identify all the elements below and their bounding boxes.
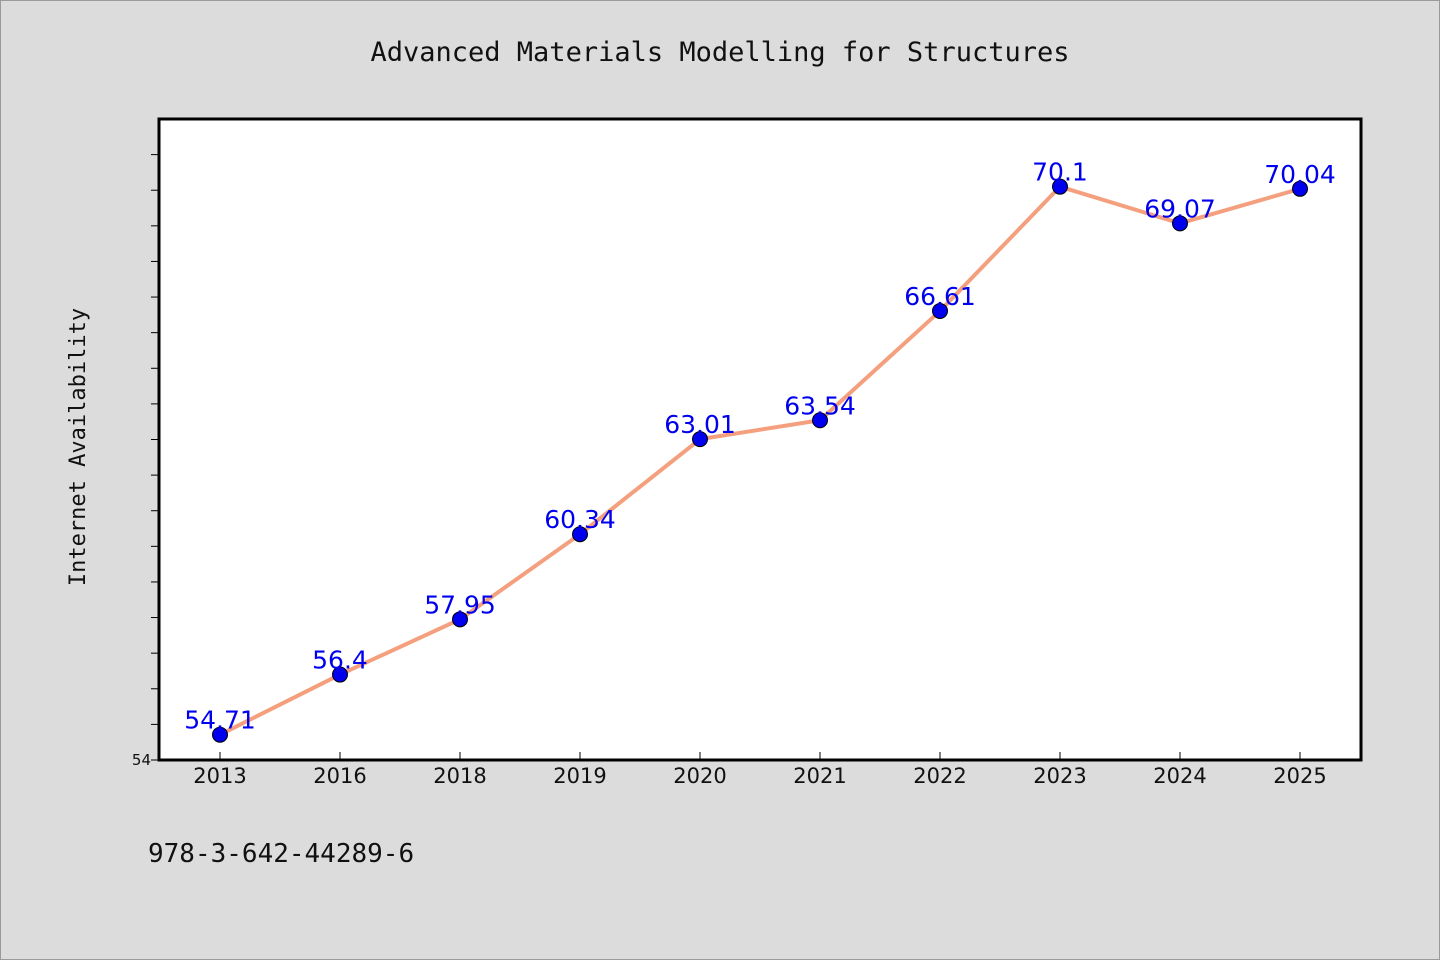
x-tick-label: 2025 (1273, 764, 1326, 788)
x-tick-label: 2024 (1153, 764, 1206, 788)
data-label: 63.01 (664, 410, 736, 439)
data-label: 66.61 (904, 282, 976, 311)
x-tick-label: 2018 (433, 764, 486, 788)
data-point (452, 611, 468, 628)
data-label: 60.34 (544, 505, 616, 534)
series-line (218, 184, 1302, 737)
isbn-text: 978-3-642-44289-6 (148, 839, 414, 869)
chart-title: Advanced Materials Modelling for Structu… (371, 37, 1070, 68)
data-point (1052, 178, 1068, 195)
data-point (812, 412, 828, 429)
data-point (572, 526, 588, 543)
x-tick-label: 2022 (913, 764, 966, 788)
data-label: 70.1 (1032, 158, 1088, 187)
data-label: 69.07 (1144, 194, 1216, 223)
data-label: 56.4 (312, 646, 368, 675)
x-tick-label: 2019 (553, 764, 606, 788)
marker-group (212, 178, 1308, 743)
x-tick-label: 2021 (793, 764, 846, 788)
x-tick-label: 2016 (313, 764, 366, 788)
data-point (1292, 180, 1308, 197)
data-label: 57.95 (424, 590, 496, 619)
x-tick-label: 2013 (193, 764, 246, 788)
x-tick-label: 2020 (673, 764, 726, 788)
data-label: 54.71 (184, 706, 256, 735)
data-label: 63.54 (784, 391, 856, 420)
x-tick-label: 2023 (1033, 764, 1086, 788)
data-point (692, 431, 708, 448)
data-point (332, 666, 348, 683)
data-point (932, 302, 948, 319)
data-point (212, 726, 228, 743)
y-axis-ticks: 54 (132, 154, 159, 769)
series-line-group (218, 184, 1302, 737)
data-label-group: 54.71 56.4 57.95 60.34 63.01 63.54 66.61 70.1 69… (184, 158, 1336, 735)
data-point (1172, 215, 1188, 232)
data-label: 70.04 (1264, 160, 1336, 189)
y-axis-label: Internet Availability (66, 308, 91, 586)
y-tick-label: 54 (132, 751, 151, 769)
plot-area (157, 117, 1363, 762)
x-axis-ticks: 2013 2016 2018 2019 2020 2021 2022 2023 2024 2025 (193, 752, 1327, 788)
